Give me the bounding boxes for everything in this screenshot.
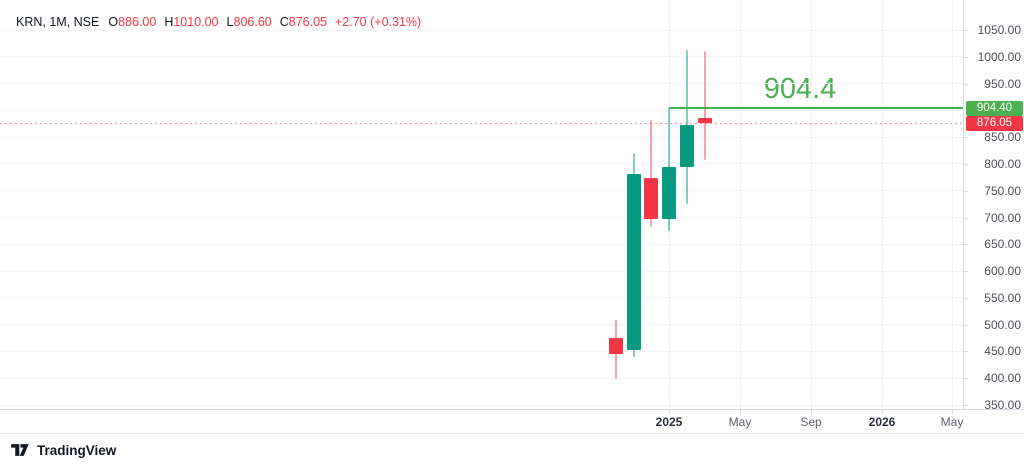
price-axis-label: 950.00: [984, 76, 1021, 91]
change-text: +2.70 (+0.31%): [335, 15, 422, 29]
symbol-legend[interactable]: KRN, 1M, NSE O886.00 H1010.00 L806.60 C876.…: [16, 15, 421, 29]
price-axis-tick: [964, 378, 968, 379]
ohlc-value: 876.05: [288, 15, 327, 29]
time-gridline: [882, 0, 883, 409]
time-axis-tick: [669, 410, 670, 414]
ohlc-key: H: [164, 15, 174, 29]
ohlc-key: O: [108, 15, 119, 29]
ohlc-pair-c: C876.05: [280, 15, 327, 29]
price-gridline: [0, 29, 963, 31]
price-axis-label: 500.00: [984, 317, 1021, 332]
candle-wick: [703, 51, 706, 161]
price-gridline: [0, 190, 963, 192]
time-gridline: [811, 0, 812, 409]
candle[interactable]: [662, 166, 677, 219]
horizontal-line-price-label[interactable]: 904.4: [763, 73, 837, 105]
price-axis-tick: [964, 218, 968, 219]
price-gridline: [0, 297, 963, 299]
price-axis-label: 800.00: [984, 156, 1021, 171]
price-gridline: [0, 56, 963, 58]
price-axis-tick: [964, 137, 968, 138]
last-price-line: [0, 123, 963, 124]
price-axis-label: 1000.00: [977, 49, 1021, 64]
price-axis-label: 650.00: [984, 237, 1021, 252]
price-axis-label: 700.00: [984, 210, 1021, 225]
price-gridline: [0, 243, 963, 245]
time-axis-label[interactable]: May: [728, 415, 752, 429]
price-gridline: [0, 350, 963, 352]
price-gridline: [0, 217, 963, 218]
candle[interactable]: [679, 124, 694, 167]
price-axis-label: 600.00: [984, 264, 1021, 279]
price-axis-label: 450.00: [984, 344, 1021, 359]
price-gridline: [0, 83, 963, 85]
ohlc-key: C: [279, 15, 289, 29]
price-axis-tick: [964, 30, 968, 31]
price-axis-tick: [964, 57, 968, 58]
footer-bar: TradingView: [0, 434, 1024, 466]
symbol-title: KRN, 1M, NSE: [16, 15, 100, 29]
time-axis-label[interactable]: 2026: [868, 415, 896, 429]
horizontal-line-axis-tag: 904.40: [966, 100, 1023, 116]
price-axis-label: 850.00: [984, 130, 1021, 145]
price-gridline: [0, 109, 963, 111]
ohlc-pair-o: O886.00: [108, 15, 156, 29]
time-axis[interactable]: 2025 May Sep 2026 May: [0, 409, 1024, 434]
candle[interactable]: [626, 173, 641, 350]
time-axis-label[interactable]: May: [940, 415, 964, 429]
price-axis-label: 350.00: [984, 398, 1021, 412]
price-axis-tick: [964, 244, 968, 245]
price-axis-label: 750.00: [984, 183, 1021, 198]
ohlc-values: O886.00 H1010.00 L806.60 C876.05: [108, 15, 335, 29]
ohlc-pair-h: H1010.00: [164, 15, 218, 29]
price-axis-tick: [964, 298, 968, 299]
time-axis-tick: [882, 410, 883, 414]
price-axis[interactable]: 904.40 876.05 1050.00 1000.00 950.00 850.00…: [963, 0, 1024, 412]
last-price-axis-tag: 876.05: [966, 115, 1023, 131]
time-axis-tick: [811, 410, 812, 414]
price-axis-tick: [964, 191, 968, 192]
time-axis-tick: [740, 410, 741, 414]
price-gridline: [0, 136, 963, 138]
ohlc-value: 806.60: [233, 15, 272, 29]
price-axis-label: 550.00: [984, 290, 1021, 305]
price-gridline: [0, 404, 963, 406]
price-axis-tick: [964, 84, 968, 85]
ohlc-value: 1010.00: [173, 15, 219, 29]
price-gridline: [0, 163, 963, 165]
ohlc-value: 886.00: [118, 15, 157, 29]
time-gridline: [952, 0, 953, 409]
time-axis-label[interactable]: Sep: [800, 415, 822, 429]
time-axis-tick: [952, 410, 953, 414]
ohlc-pair-l: L806.60: [227, 15, 272, 29]
tradingview-logo-link[interactable]: TradingView: [10, 443, 116, 458]
price-axis-tick: [964, 405, 968, 406]
candle[interactable]: [644, 177, 659, 220]
price-gridline: [0, 270, 963, 272]
horizontal-line-drawing[interactable]: [669, 107, 963, 109]
price-axis-label: 400.00: [984, 371, 1021, 386]
price-gridline: [0, 377, 963, 379]
candle-wick: [650, 120, 653, 227]
tradingview-brand-text: TradingView: [37, 442, 117, 458]
price-axis-label: 1050.00: [977, 23, 1021, 37]
candle[interactable]: [609, 337, 623, 354]
price-axis-tick: [964, 164, 968, 165]
ohlc-key: L: [226, 15, 234, 29]
candle[interactable]: [697, 117, 712, 124]
time-axis-label[interactable]: 2025: [655, 415, 683, 429]
tradingview-logo-icon: [11, 444, 29, 456]
price-gridline: [0, 324, 963, 326]
price-axis-tick: [964, 325, 968, 326]
chart-pane[interactable]: 904.4: [0, 0, 963, 409]
price-axis-tick: [964, 271, 968, 272]
time-gridline: [740, 0, 741, 409]
price-axis-tick: [964, 351, 968, 352]
